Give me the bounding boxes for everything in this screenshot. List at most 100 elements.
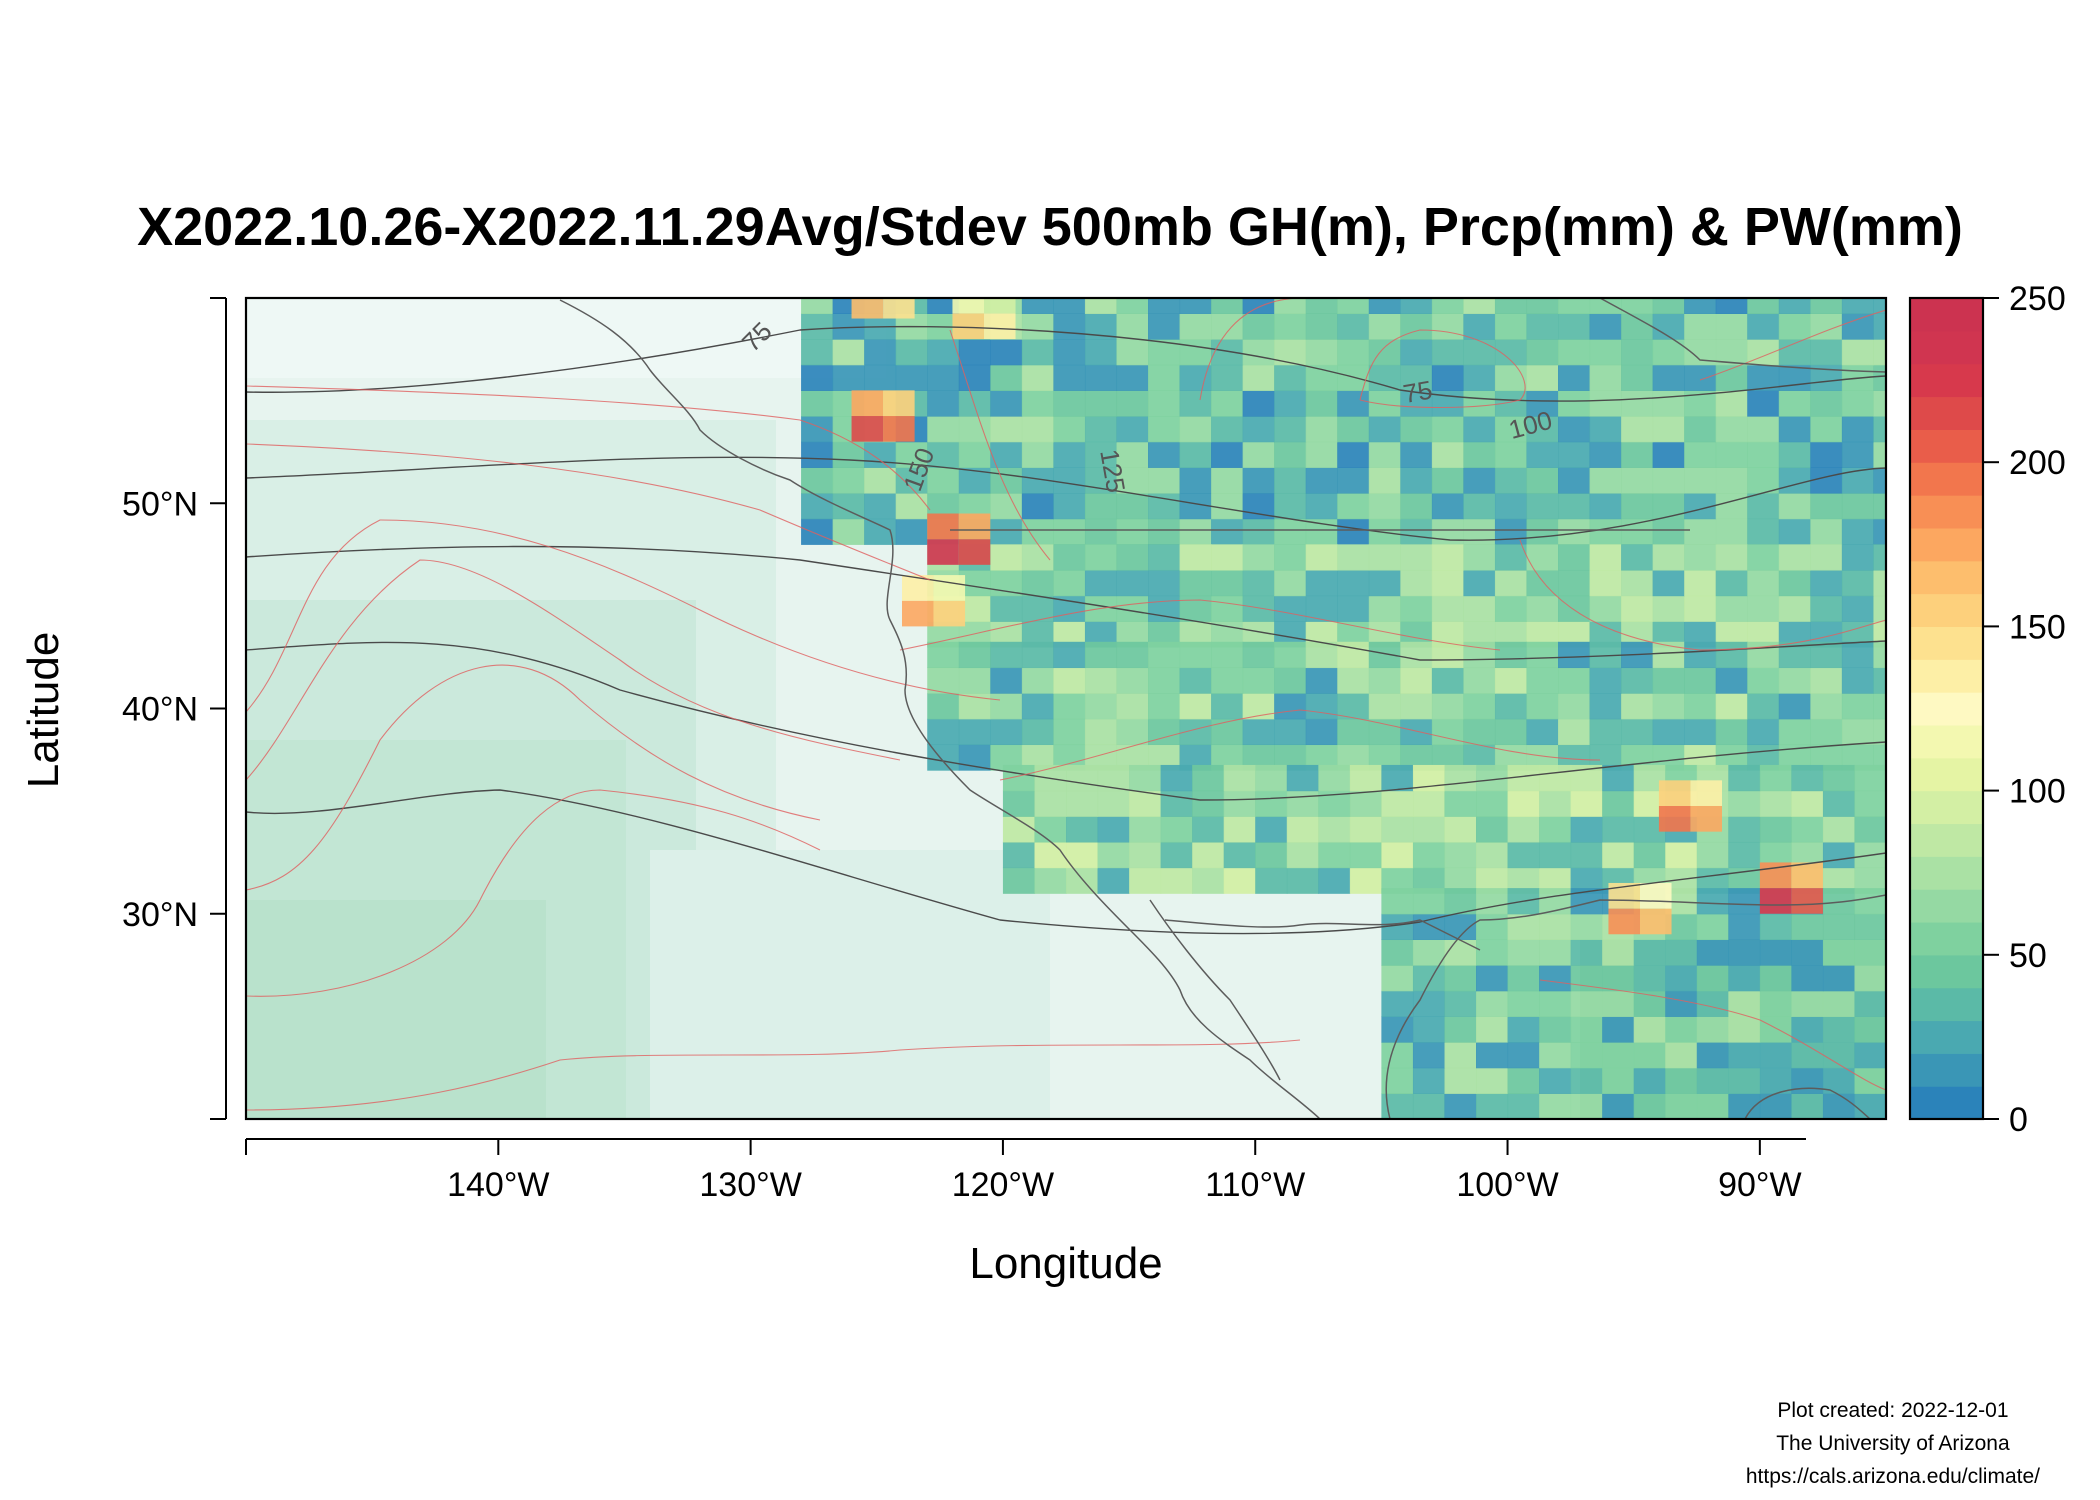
precip-cell [1589, 416, 1622, 443]
precip-cell [1368, 544, 1401, 571]
precip-cell [1463, 313, 1496, 340]
precip-cell [1305, 441, 1338, 468]
precip-cell [1791, 1016, 1824, 1043]
precip-cell [1242, 467, 1275, 494]
precip-cell [1652, 693, 1685, 720]
precip-cell [1778, 569, 1811, 597]
precip-cell [1129, 764, 1162, 792]
precip-cell [1558, 390, 1591, 417]
precip-cell [1211, 693, 1244, 720]
precip-cell [1021, 518, 1054, 545]
precip-cell [1621, 569, 1654, 597]
precip-cell [1066, 841, 1099, 869]
colorbar-tick-label: 50 [2009, 937, 2047, 975]
precip-cell [1873, 364, 1886, 391]
precip-cell [1822, 841, 1856, 869]
precip-cell [1066, 790, 1099, 817]
precip-cell [1318, 764, 1351, 792]
precip-cell [1349, 764, 1382, 792]
hotspot-cell [958, 513, 991, 540]
precip-cell [1602, 990, 1635, 1017]
hotspot-cell [852, 267, 884, 293]
precip-cell [1494, 298, 1528, 314]
precip-cell [1558, 641, 1591, 669]
precip-cell [1337, 693, 1370, 720]
precip-cell [1539, 790, 1572, 817]
precip-cell [927, 718, 960, 746]
precip-cell [1400, 718, 1433, 746]
precip-cell [1715, 718, 1748, 746]
precip-cell [1476, 888, 1509, 915]
precip-cell [801, 441, 834, 468]
precip-cell [1476, 1067, 1509, 1094]
precip-cell [1715, 641, 1748, 669]
precip-cell [1179, 544, 1212, 571]
credit-url[interactable]: https://cals.arizona.edu/climate/ [1745, 1465, 2040, 1488]
precip-cell [1526, 390, 1559, 417]
precip-cell [1602, 816, 1635, 843]
precip-cell [1778, 518, 1811, 545]
precip-cell [1368, 693, 1401, 720]
precip-cell [1116, 390, 1149, 417]
chart-title: X2022.10.26-X2022.11.29Avg/Stdev 500mb G… [137, 197, 1963, 257]
precip-cell [1305, 390, 1338, 417]
precip-cell [1368, 569, 1401, 597]
precip-cell [1476, 790, 1509, 817]
precip-cell [1223, 764, 1256, 792]
precip-cell [895, 364, 928, 391]
precip-cell [927, 693, 960, 720]
precip-cell [1854, 965, 1886, 992]
precip-cell [1431, 595, 1464, 622]
precip-cell [1854, 1042, 1886, 1069]
hotspot-cell [1791, 888, 1823, 914]
precip-cell [1759, 1016, 1792, 1043]
precip-cell [1305, 641, 1338, 669]
precip-cell [1116, 492, 1149, 520]
precip-cell [1589, 569, 1622, 597]
precip-cell [1034, 790, 1067, 817]
precip-cell [1463, 467, 1496, 494]
precip-cell [1444, 841, 1477, 869]
hotspot-cell [927, 539, 959, 565]
precip-cell [1337, 518, 1370, 545]
precip-cell [1696, 888, 1729, 915]
precip-cell [1526, 339, 1559, 366]
precip-cell [1021, 441, 1054, 468]
precip-cell [1476, 913, 1509, 941]
precip-cell [1696, 965, 1729, 992]
precip-cell [1179, 693, 1212, 720]
precip-cell [1715, 595, 1748, 622]
x-tick-label: 120°W [952, 1166, 1054, 1204]
precip-cell [1759, 790, 1792, 817]
precip-cell [1148, 313, 1181, 340]
precip-cell [1129, 790, 1162, 817]
precip-cell [1854, 1067, 1886, 1094]
precip-cell [1242, 595, 1275, 622]
precip-cell [1696, 939, 1729, 966]
hotspot-cell [851, 298, 884, 319]
precip-cell [1084, 693, 1118, 720]
precip-cell [1223, 816, 1256, 843]
precip-cell [1684, 441, 1717, 468]
precip-cell [1192, 764, 1225, 792]
precip-cell [1305, 667, 1338, 694]
precip-cell [1381, 790, 1414, 817]
precip-cell [1494, 595, 1528, 622]
precip-cell [1211, 641, 1244, 669]
colorbar-swatch [1910, 527, 1983, 562]
coastline-path [1599, 298, 1886, 373]
precip-cell [1665, 965, 1698, 992]
precip-cell [1148, 518, 1181, 545]
precip-cell [1652, 544, 1685, 571]
precip-cell [895, 339, 928, 366]
precip-cell [1444, 790, 1477, 817]
precip-cell [1116, 339, 1149, 366]
precip-cell [1822, 764, 1856, 792]
precip-cell [1558, 492, 1591, 520]
precip-cell [1665, 990, 1698, 1017]
precip-cell [801, 416, 834, 443]
precip-cell [927, 364, 960, 391]
precip-cell [1526, 298, 1559, 314]
precip-cell [1854, 913, 1886, 941]
stdev-contour [999, 709, 1601, 781]
